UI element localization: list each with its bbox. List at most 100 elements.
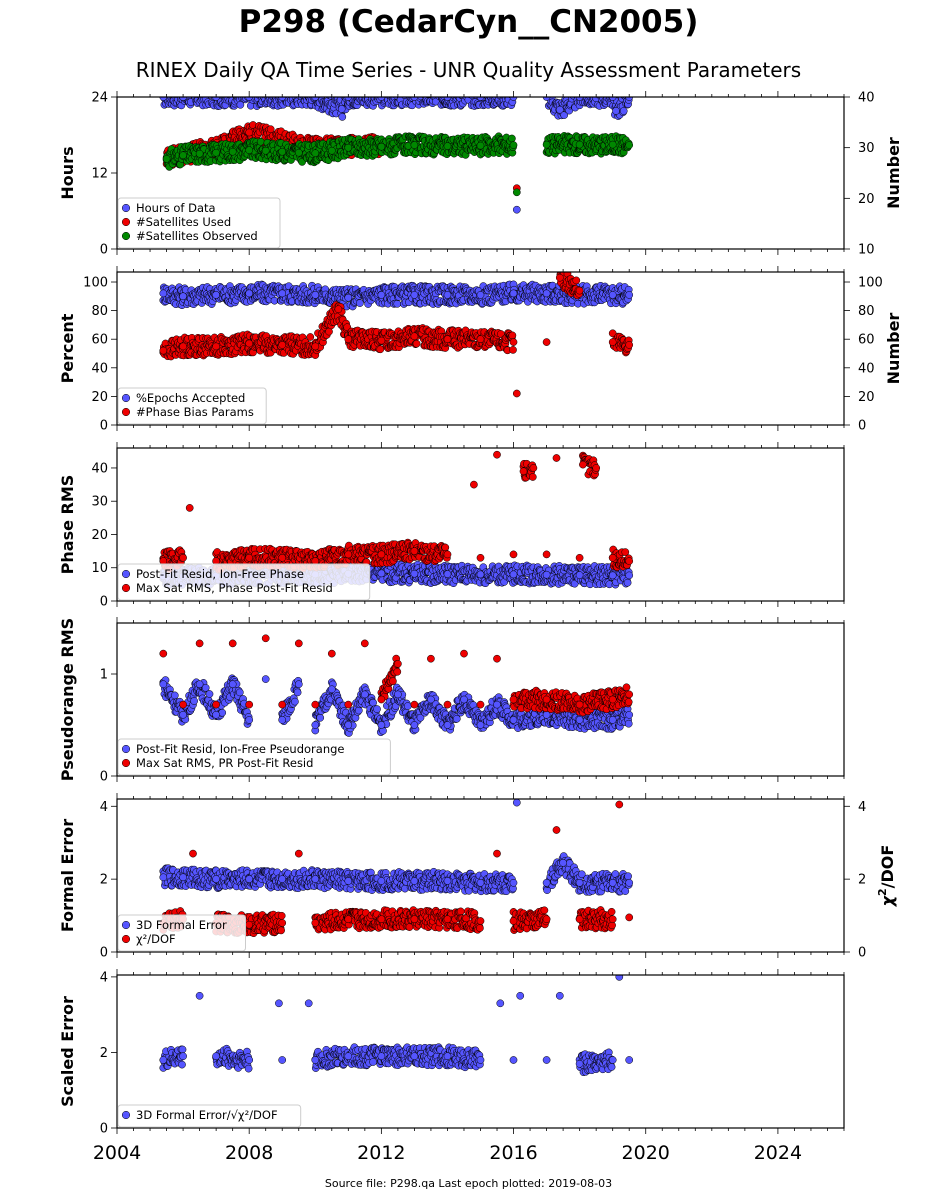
data-point [226, 87, 233, 94]
data-point [506, 89, 513, 96]
data-point [259, 85, 266, 92]
figure-subtitle: RINEX Daily QA Time Series - UNR Quality… [135, 58, 802, 82]
data-point [237, 87, 244, 94]
data-point [418, 89, 425, 96]
series--phase-bias-params [159, 272, 634, 398]
data-point [494, 86, 501, 93]
data-point [371, 85, 378, 92]
data-point [197, 97, 201, 98]
data-point [508, 134, 516, 143]
data-point [344, 143, 353, 152]
data-point [612, 107, 620, 115]
data-point [274, 85, 281, 92]
data-point [241, 86, 248, 93]
plot-area [159, 272, 634, 398]
data-point [192, 85, 199, 92]
data-point [363, 88, 370, 95]
data-point [287, 86, 294, 93]
data-point [294, 148, 303, 157]
data-point [235, 87, 242, 94]
data-point [292, 97, 298, 98]
data-point [434, 88, 441, 95]
data-point [379, 89, 386, 96]
data-point [251, 89, 258, 96]
data-point [412, 86, 419, 93]
data-point [571, 89, 578, 96]
data-point [373, 97, 379, 98]
legend-marker [121, 203, 131, 213]
data-point [625, 341, 634, 349]
data-point [371, 97, 374, 98]
data-point [386, 89, 393, 96]
y2-tick-label: 100 [858, 276, 883, 291]
data-point [212, 148, 220, 157]
data-point [435, 97, 439, 98]
data-point [601, 88, 608, 95]
legend-label: #Satellites Observed [136, 229, 258, 243]
data-point [575, 140, 584, 149]
data-point [295, 87, 302, 94]
data-point [205, 85, 212, 92]
data-point [309, 87, 316, 94]
y2-axis-label: Number [884, 137, 903, 209]
data-point [508, 331, 517, 340]
data-point [189, 87, 196, 94]
y-tick-label: 80 [91, 304, 108, 319]
data-point [405, 85, 412, 92]
data-point [327, 146, 336, 155]
data-point [160, 86, 167, 93]
legend-label: %Epochs Accepted [136, 391, 245, 405]
data-point [245, 128, 254, 137]
data-point [471, 89, 478, 96]
data-point [188, 97, 192, 98]
y-tick-label: 100 [83, 276, 108, 291]
data-point [261, 146, 270, 155]
y2-tick-label: 20 [858, 390, 875, 405]
data-point [395, 86, 402, 93]
data-point [306, 333, 315, 341]
data-point [334, 305, 343, 314]
data-point [555, 273, 564, 282]
data-point [437, 85, 444, 92]
data-point [368, 97, 374, 98]
series--epochs-accepted [159, 280, 634, 311]
data-point [542, 338, 551, 346]
y2-tick-label: 10 [858, 243, 875, 258]
data-point [244, 87, 251, 94]
data-point [179, 342, 187, 351]
data-point [422, 89, 429, 96]
data-point [292, 86, 299, 93]
data-point [162, 154, 171, 163]
y-tick-label: 0 [100, 243, 108, 258]
data-point [377, 569, 386, 578]
data-point [545, 88, 552, 95]
data-point [580, 89, 587, 96]
data-point [245, 339, 254, 348]
data-point [478, 89, 485, 96]
data-point [178, 84, 185, 91]
data-point [232, 85, 239, 92]
data-point [461, 88, 468, 95]
data-point [608, 338, 617, 346]
data-point [573, 87, 580, 94]
data-point [592, 85, 599, 92]
data-point [410, 569, 419, 578]
y-axis-label: Hours [58, 146, 77, 199]
data-point [311, 149, 320, 158]
data-point [208, 88, 215, 95]
plot-area [159, 84, 634, 214]
data-point [276, 87, 283, 94]
data-point [594, 87, 601, 94]
data-point [544, 86, 551, 93]
data-point [623, 578, 632, 587]
data-point [476, 335, 485, 344]
data-point [506, 90, 513, 97]
data-point [592, 97, 597, 98]
data-point [188, 88, 195, 95]
y2-tick-label: 40 [858, 91, 875, 106]
data-point [357, 87, 364, 94]
data-point [267, 88, 274, 95]
data-point [468, 85, 475, 92]
data-point [509, 141, 518, 149]
data-point [436, 84, 443, 91]
